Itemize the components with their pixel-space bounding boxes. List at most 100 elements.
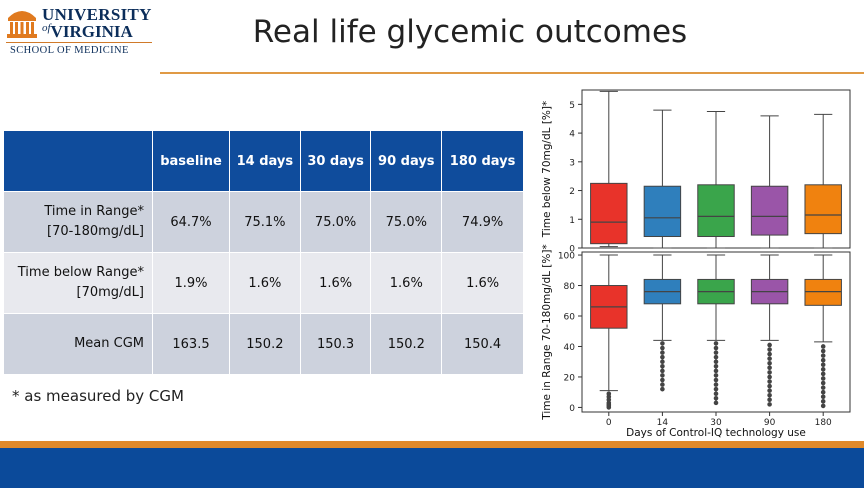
outlier-point xyxy=(767,397,772,403)
table-cell: 75.0% xyxy=(370,191,443,253)
outlier-point xyxy=(660,373,665,378)
table-cell: 150.4 xyxy=(441,313,524,374)
logo-divider xyxy=(6,42,152,43)
outlier-point xyxy=(767,356,772,361)
outlier-point xyxy=(606,391,612,397)
y-tick-label: 0 xyxy=(569,404,575,414)
outlier-point xyxy=(713,391,719,397)
box-14 xyxy=(643,185,682,238)
outlier-point xyxy=(767,347,772,352)
outlier-point xyxy=(820,394,826,400)
outlier-point xyxy=(767,379,772,384)
table-cell: 64.7% xyxy=(152,191,230,253)
y-tick-label: 4 xyxy=(569,130,575,140)
y-tick-label: 3 xyxy=(569,158,575,168)
table-cell: 1.6% xyxy=(370,252,443,314)
outlier-point xyxy=(820,403,826,409)
y-tick-label: 2 xyxy=(569,187,575,197)
outlier-point xyxy=(713,400,719,406)
outlier-point xyxy=(660,382,665,387)
y-tick-label: 20 xyxy=(564,373,576,383)
title-divider xyxy=(160,72,864,74)
outlier-point xyxy=(660,386,665,392)
outlier-point xyxy=(820,399,826,404)
outlier-point xyxy=(713,350,719,355)
outlier-point xyxy=(767,342,772,348)
box-30 xyxy=(697,184,735,238)
outlier-point xyxy=(767,360,772,366)
y-tick-label: 60 xyxy=(564,313,576,323)
y-tick-label: 80 xyxy=(564,282,576,292)
x-tick-label: 180 xyxy=(815,418,832,428)
outlier-point xyxy=(713,377,719,383)
table-cell: 1.6% xyxy=(441,252,524,314)
x-tick-label: 0 xyxy=(606,418,612,428)
box-0 xyxy=(590,182,628,245)
uva-logo: UNIVERSITY ofVIRGINIA SCHOOL OF MEDICINE xyxy=(4,4,154,60)
outlier-point xyxy=(820,389,826,395)
rotunda-icon xyxy=(7,11,37,38)
box-90 xyxy=(750,185,789,236)
x-tick-label: 30 xyxy=(710,418,722,428)
table-cell: 75.0% xyxy=(300,191,372,253)
y-tick-label: 1 xyxy=(569,216,575,226)
outlier-point xyxy=(820,385,826,390)
outlier-point xyxy=(713,363,719,369)
table-row: Mean CGM 163.5 150.2 150.3 150.2 150.4 xyxy=(4,313,524,374)
outlier-point xyxy=(820,362,826,368)
table-cell: 150.3 xyxy=(300,313,372,374)
y-axis-label: Time below 70mg/dL [%]* xyxy=(541,101,553,239)
logo-virginia: ofVIRGINIA xyxy=(42,22,133,41)
outlier-point xyxy=(820,380,826,386)
y-axis-label: Time in Range 70-180mg/dL [%]* xyxy=(541,244,553,420)
y-tick-label: 40 xyxy=(564,343,576,353)
logo-school: SCHOOL OF MEDICINE xyxy=(10,45,129,56)
outlier-point xyxy=(660,359,665,365)
x-tick-label: 90 xyxy=(764,418,776,428)
logo-university: UNIVERSITY xyxy=(42,5,152,24)
outlier-point xyxy=(660,363,665,369)
outlier-point xyxy=(767,402,772,407)
outlier-point xyxy=(767,370,772,375)
outlier-point xyxy=(713,386,719,392)
outcomes-table: baseline 14 days 30 days 90 days 180 day… xyxy=(4,131,524,374)
table-row: Time in Range* [70-180mg/dL] 64.7% 75.1% … xyxy=(4,191,524,253)
outlier-point xyxy=(767,351,772,357)
table-cell: 1.9% xyxy=(152,252,230,314)
table-header-corner xyxy=(4,131,153,192)
outlier-point xyxy=(767,365,772,371)
box-180 xyxy=(804,184,842,235)
y-tick-label: 0 xyxy=(569,245,575,255)
y-tick-label: 5 xyxy=(569,101,575,111)
slide-title: Real life glycemic outcomes xyxy=(252,14,688,50)
outlier-point xyxy=(820,367,826,372)
table-row: Time below Range* [70mg/dL] 1.9% 1.6% 1.6… xyxy=(4,252,524,314)
outlier-point xyxy=(713,345,719,351)
table-header-30-days: 30 days xyxy=(300,131,372,192)
table-header-14-days: 14 days xyxy=(229,131,301,192)
outlier-point xyxy=(767,388,772,393)
boxplot-figure: 0 1 2 3 4 5 Time below 70mg/dL [%]* 0 20 40 60 80 10… xyxy=(541,89,851,438)
outlier-point xyxy=(767,374,772,380)
outlier-point xyxy=(820,353,826,358)
outlier-point xyxy=(820,357,826,363)
outlier-point xyxy=(713,373,719,378)
footer-bar xyxy=(0,448,864,488)
outlier-point xyxy=(660,377,665,383)
box-180 xyxy=(804,278,842,306)
outlier-point xyxy=(820,371,826,377)
outlier-point xyxy=(713,341,719,346)
x-tick-label: 14 xyxy=(657,418,669,428)
row-label-time-below-range: Time below Range* [70mg/dL] xyxy=(4,252,153,314)
table-header-90-days: 90 days xyxy=(370,131,443,192)
outlier-point xyxy=(660,350,665,355)
outlier-point xyxy=(660,368,665,374)
outlier-point xyxy=(713,359,719,365)
outlier-point xyxy=(713,395,719,401)
table-cell: 1.6% xyxy=(229,252,301,314)
table-cell: 150.2 xyxy=(370,313,443,374)
table-cell: 1.6% xyxy=(300,252,372,314)
outlier-point xyxy=(713,382,719,387)
footer-accent-bar xyxy=(0,441,864,448)
outlier-point xyxy=(713,368,719,374)
